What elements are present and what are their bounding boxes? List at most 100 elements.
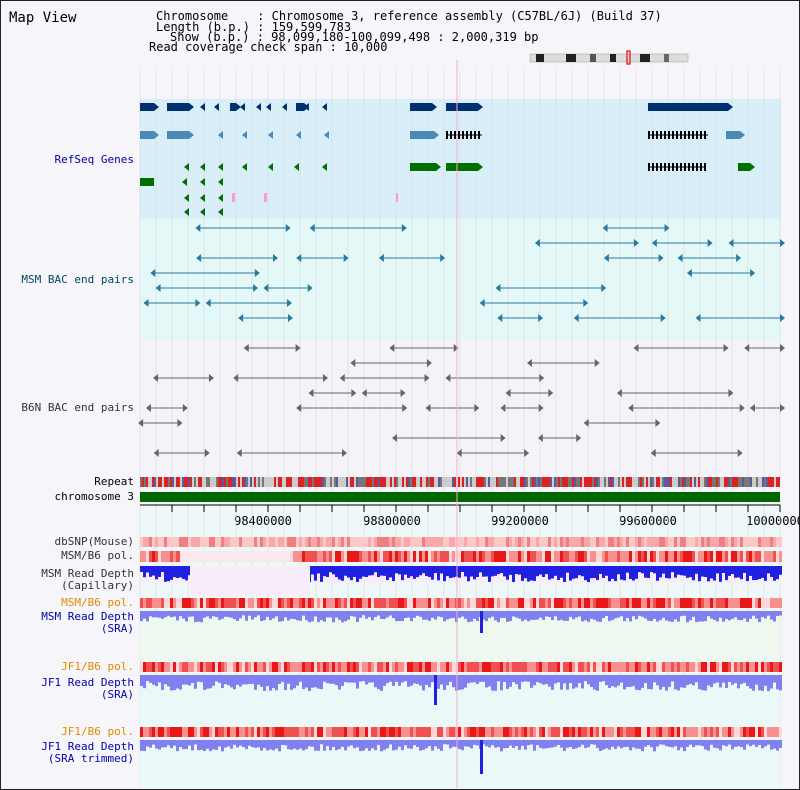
jf1-depth-sra-bar — [446, 675, 449, 686]
jf1-depth-sra-bar — [533, 675, 536, 686]
jf1-b6-pol-cell — [614, 662, 617, 672]
msm-b6-pol-cell — [767, 551, 770, 562]
jf1-b6-pol-cell — [482, 662, 485, 672]
dbsnp-cell — [449, 537, 452, 547]
dbsnp-cell — [263, 537, 266, 547]
jf1-depth-sra-bar — [746, 675, 749, 687]
repeat-element — [260, 477, 262, 487]
jf1-depth-trim-bar — [710, 740, 713, 745]
jf1-depth-sra-bar — [650, 675, 653, 690]
track-label-jf1-depth-trim[interactable]: JF1 Read Depth (SRA trimmed) — [41, 741, 134, 765]
dbsnp-cell — [491, 537, 494, 547]
jf1-b6-pol-cell — [716, 662, 719, 672]
repeat-element — [630, 477, 632, 487]
repeat-element — [178, 477, 180, 487]
msm-b6-pol-cell — [662, 551, 665, 562]
jf1-depth-sra-bar — [518, 675, 521, 690]
gene-arrow — [750, 163, 755, 171]
jf1-depth-sra-bar — [494, 675, 497, 691]
msm-b6-pol-2-cell — [596, 598, 599, 608]
repeat-element — [328, 477, 330, 487]
jf1-depth-trim-bar — [623, 740, 626, 747]
track-label-msm-bac[interactable]: MSM BAC end pairs — [21, 273, 134, 286]
chromosome-ideogram[interactable] — [529, 50, 689, 65]
msm-b6-pol-2-cell — [773, 598, 776, 608]
repeat-element — [762, 477, 764, 487]
chromosome-bar[interactable] — [140, 492, 780, 502]
dbsnp-cell — [308, 537, 311, 547]
b6n-bac-pair-end — [537, 434, 543, 442]
msm-depth-sra-bar — [539, 611, 542, 618]
jf1-depth-trim-bar — [773, 740, 776, 749]
msm-b6-pol-2-cell — [299, 598, 302, 608]
msm-b6-pol-cell — [482, 551, 485, 562]
msm-b6-pol-cell — [623, 551, 626, 562]
msm-b6-pol-2-cell — [752, 598, 755, 608]
track-label-repeat[interactable]: Repeat — [94, 475, 134, 488]
jf1-b6-pol-cell — [236, 662, 239, 672]
jf1-depth-sra-bar — [374, 675, 377, 688]
jf1-b6-pol-cell — [500, 662, 503, 672]
jf1-b6-pol-2-cell — [587, 727, 590, 737]
msm-depth-cap-bar — [548, 566, 551, 580]
track-label-dbsnp[interactable]: dbSNP(Mouse) — [54, 535, 134, 548]
msm-b6-pol-2-cell — [224, 598, 227, 608]
jf1-depth-trim-bar — [368, 740, 371, 751]
dbsnp-cell — [701, 537, 704, 547]
jf1-depth-trim-bar — [215, 740, 218, 750]
track-label-msm-depth-cap[interactable]: MSM Read Depth (Capillary) — [41, 568, 134, 592]
track-label-jf1-b6-pol-2[interactable]: JF1/B6 pol. — [61, 725, 134, 738]
jf1-depth-trim-bar — [674, 740, 677, 747]
jf1-depth-trim-bar — [494, 740, 497, 748]
msm-depth-sra-bar — [743, 611, 746, 619]
msm-b6-pol-2-cell — [281, 598, 284, 608]
msm-bac-pair-end — [195, 224, 201, 232]
msm-b6-pol-2-cell — [344, 598, 347, 608]
msm-b6-pol-2-cell — [143, 598, 146, 608]
msm-b6-pol-2-cell — [608, 598, 611, 608]
jf1-b6-pol-2-cell — [779, 727, 782, 737]
msm-depth-cap-bar — [434, 566, 437, 574]
track-label-jf1-depth-sra[interactable]: JF1 Read Depth (SRA) — [41, 677, 134, 701]
msm-b6-pol-cell — [749, 551, 752, 562]
track-label-b6n-bac[interactable]: B6N BAC end pairs — [21, 401, 134, 414]
dbsnp-cell — [752, 537, 755, 547]
track-label-msm-b6-pol-2[interactable]: MSM/B6 pol. — [61, 596, 134, 609]
track-label-jf1-b6-pol[interactable]: JF1/B6 pol. — [61, 660, 134, 673]
dbsnp-cell — [197, 537, 200, 547]
msm-b6-pol-2-cell — [716, 598, 719, 608]
b6n-bac-pair-end — [425, 404, 431, 412]
msm-depth-cap-bar — [425, 566, 428, 577]
jf1-depth-trim-bar — [188, 740, 191, 746]
track-label-chromosome[interactable]: chromosome 3 — [54, 490, 134, 503]
exon-tick — [672, 131, 674, 139]
repeat-element — [196, 477, 198, 487]
jf1-b6-pol-2-cell — [155, 727, 158, 737]
repeat-element — [590, 477, 592, 487]
repeat-element — [700, 477, 702, 487]
dbsnp-cell — [698, 537, 701, 547]
msm-b6-pol-2-cell — [725, 598, 728, 608]
jf1-b6-pol-2-cell — [725, 727, 728, 737]
track-label-refseq[interactable]: RefSeq Genes — [54, 153, 134, 166]
repeat-element — [152, 477, 154, 487]
jf1-depth-sra-bar — [473, 675, 476, 683]
jf1-b6-pol-2-cell — [383, 727, 386, 737]
jf1-depth-sra-bar — [392, 675, 395, 686]
msm-b6-pol-cell — [620, 551, 623, 562]
jf1-b6-pol-cell — [548, 662, 551, 672]
jf1-depth-trim-bar — [542, 740, 545, 749]
msm-b6-pol-cell — [320, 551, 323, 562]
msm-depth-sra-bar — [290, 611, 293, 619]
msm-b6-pol-2-cell — [677, 598, 680, 608]
dbsnp-cell — [245, 537, 248, 547]
gene-feature — [167, 103, 189, 111]
track-label-msm-b6-pol[interactable]: MSM/B6 pol. — [61, 549, 134, 562]
msm-bac-pair-end — [780, 314, 785, 322]
jf1-depth-trim-bar — [695, 740, 698, 746]
dbsnp-cell — [266, 537, 269, 547]
msm-b6-pol-2-cell — [182, 598, 185, 608]
msm-depth-cap-bar — [170, 566, 173, 580]
track-label-msm-depth-sra[interactable]: MSM Read Depth (SRA) — [41, 611, 134, 635]
